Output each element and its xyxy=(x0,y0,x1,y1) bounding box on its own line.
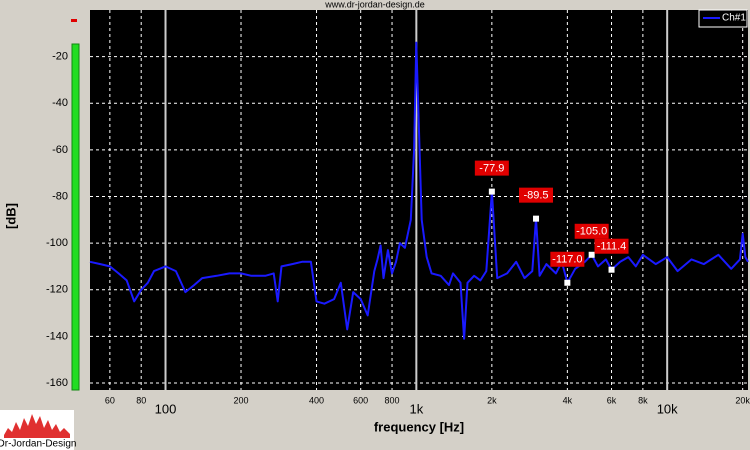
x-axis-label: frequency [Hz] xyxy=(374,419,464,434)
y-tick-label: -40 xyxy=(52,97,68,109)
x-tick-label: 2k xyxy=(487,395,497,405)
legend: Ch#1 xyxy=(698,9,748,28)
peak-label: -111.4 xyxy=(597,241,627,253)
x-tick-label: 200 xyxy=(234,395,249,405)
peak-marker xyxy=(608,266,615,273)
chart-title: www.dr-jordan-design.de xyxy=(324,0,425,9)
peak-label: -89.5 xyxy=(523,190,548,202)
y-axis-label: [dB] xyxy=(3,203,18,229)
x-tick-label: 1k xyxy=(409,401,423,416)
peak-marker xyxy=(488,188,495,195)
y-tick-label: -140 xyxy=(46,330,68,342)
peak-label-bg xyxy=(474,160,509,176)
plot-area xyxy=(90,10,748,390)
y-tick-label: -20 xyxy=(52,51,68,63)
x-tick-label: 20k xyxy=(735,395,750,405)
logo: Dr-Jordan-Design xyxy=(0,410,76,450)
peak-label-bg xyxy=(574,223,609,239)
x-tick-label: 800 xyxy=(385,395,400,405)
x-tick-label: 60 xyxy=(105,395,115,405)
peak-marker xyxy=(533,215,540,222)
x-tick-label: 80 xyxy=(136,395,146,405)
x-tick-label: 400 xyxy=(309,395,324,405)
peak-marker xyxy=(588,251,595,258)
peak-marker xyxy=(564,279,571,286)
y-tick-label: -160 xyxy=(46,377,68,389)
peak-label: -77.9 xyxy=(479,163,504,175)
x-tick-label: 8k xyxy=(638,395,648,405)
y-tick-label: -60 xyxy=(52,144,68,156)
x-tick-label: 600 xyxy=(353,395,368,405)
peak-label: -117.0 xyxy=(552,254,582,266)
y-tick-label: -80 xyxy=(52,190,68,202)
legend-box xyxy=(698,9,748,28)
logo-text: Dr-Jordan-Design xyxy=(0,439,76,450)
peak-label-bg xyxy=(519,187,554,203)
logo-icon xyxy=(4,414,70,438)
peak-label-bg xyxy=(594,238,629,254)
x-tick-label: 10k xyxy=(657,401,678,416)
legend-label: Ch#1 xyxy=(722,13,746,24)
x-tick-label: 4k xyxy=(563,395,573,405)
x-tick-label: 6k xyxy=(607,395,617,405)
clip-indicator xyxy=(71,19,77,22)
peak-label: -105.0 xyxy=(576,226,607,238)
y-tick-label: -100 xyxy=(46,237,68,249)
peak-label-bg xyxy=(550,251,585,267)
level-meter xyxy=(71,43,80,391)
y-tick-label: -120 xyxy=(46,284,68,296)
x-tick-label: 100 xyxy=(155,401,177,416)
